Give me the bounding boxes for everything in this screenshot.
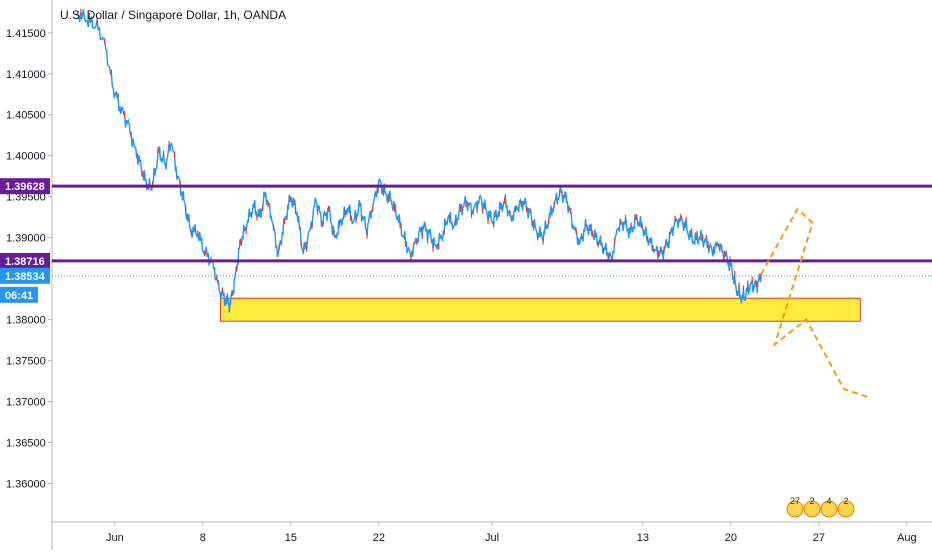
x-tick-label: 27 [813,532,825,544]
x-tick-label: Aug [897,532,917,544]
x-tick-label: Jun [106,532,124,544]
event-marker-icon [786,500,804,518]
support-zone [219,297,861,322]
x-tick-label: 13 [637,532,649,544]
x-tick-label: 20 [725,532,737,544]
x-tick-label: 8 [200,532,206,544]
price-tag [0,178,50,195]
price-tag [0,252,50,269]
y-tick-label: 1.38000 [6,315,46,327]
y-tick-label: 1.41000 [6,69,46,81]
x-tick-label: 15 [285,532,297,544]
event-marker-icon [837,500,855,518]
event-marker-icon [803,500,821,518]
price-tag [0,267,50,284]
price-tag-label: 1.39628 [5,181,45,193]
y-tick-label: 1.36000 [6,478,46,490]
price-line [76,9,762,313]
y-tick-label: 1.41500 [6,28,46,40]
chart-title: U.S. Dollar / Singapore Dollar, 1h, OAND… [60,8,287,22]
event-marker-label: 27 [790,496,800,506]
y-tick-label: 1.39500 [6,192,46,204]
projection-path [760,207,870,399]
countdown-label: 06:41 [5,290,33,302]
y-tick-label: 1.40000 [6,151,46,163]
event-marker-label: 4 [826,496,831,506]
price-tag-label: 1.38534 [5,271,46,283]
y-tick-label: 1.37000 [6,397,46,409]
y-tick-label: 1.40500 [6,110,46,122]
x-tick-label: 22 [373,532,385,544]
y-tick-label: 1.39000 [6,233,46,245]
event-marker-label: 2 [843,496,848,506]
x-tick-label: Jul [485,532,499,544]
event-marker-icon [820,500,838,518]
y-tick-label: 1.36500 [6,438,46,450]
y-tick-label: 1.37500 [6,356,46,368]
event-marker-label: 2 [809,496,814,506]
countdown-tag [0,286,38,303]
price-tag-label: 1.38716 [5,256,45,268]
